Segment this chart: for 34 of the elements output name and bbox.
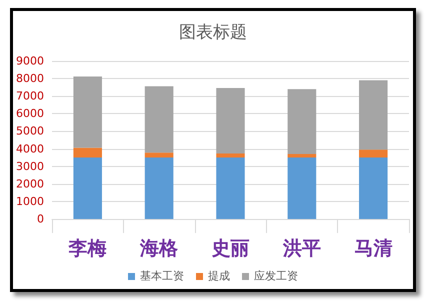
y-tick-label: 3000: [16, 160, 44, 173]
bar: [73, 76, 102, 148]
x-tick-label: 洪平: [282, 238, 321, 260]
y-tick-label: 1000: [16, 194, 44, 208]
bar: [216, 154, 245, 158]
bar: [216, 88, 245, 154]
bar: [359, 158, 388, 219]
y-tick-label: 6000: [16, 107, 44, 120]
x-tick-label: 李梅: [68, 238, 107, 260]
x-tick-label: 马清: [354, 238, 392, 260]
y-tick-label: 2000: [16, 177, 44, 190]
bar: [359, 150, 388, 158]
x-tick-label: 史丽: [211, 238, 250, 260]
bar: [73, 158, 102, 219]
bar: [144, 86, 174, 153]
bar: [288, 154, 316, 158]
y-tick-label: 4000: [16, 142, 44, 156]
legend-label: 应发工资: [254, 270, 298, 282]
bar: [288, 89, 316, 154]
legend-label: 基本工资: [140, 270, 184, 282]
bar: [144, 152, 174, 158]
chart-title: 图表标题: [179, 22, 247, 42]
y-tick-label: 7000: [16, 90, 44, 103]
y-tick-label: 5000: [16, 124, 44, 138]
y-tick-label: 0: [36, 212, 44, 226]
y-tick-label: 8000: [16, 72, 44, 86]
y-tick-label: 9000: [16, 54, 44, 68]
bar: [216, 158, 245, 219]
bar: [73, 148, 102, 158]
x-tick-label: 海格: [139, 238, 180, 260]
legend-label: 提成: [208, 270, 230, 282]
bar: [288, 158, 316, 219]
bar: [359, 80, 388, 150]
bar: [144, 158, 174, 219]
